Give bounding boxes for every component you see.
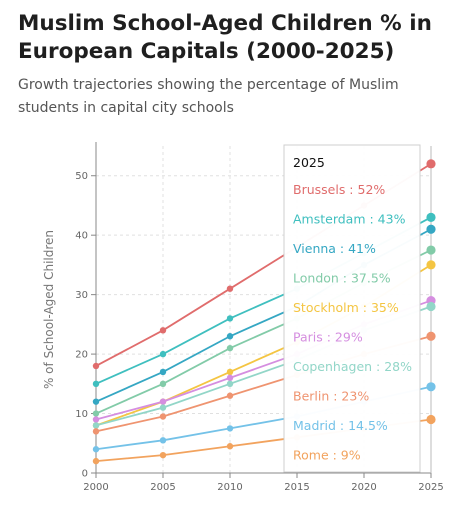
data-point — [226, 392, 234, 399]
tooltip-item: Stockholm : 35% — [293, 300, 399, 315]
data-point — [92, 422, 100, 429]
data-point — [159, 404, 167, 411]
data-point — [226, 425, 234, 432]
data-point — [159, 413, 167, 420]
active-point — [426, 159, 436, 169]
tooltip-box — [283, 144, 421, 473]
active-point — [426, 414, 436, 425]
active-point — [426, 224, 436, 234]
x-tick-label: 2000 — [83, 482, 108, 493]
y-tick-label: 30 — [75, 290, 88, 301]
data-point — [159, 350, 167, 358]
data-point — [92, 398, 100, 405]
tooltip: 2025 Brussels : 52% Amsterdam : 43% Vienna … — [283, 144, 421, 473]
data-point — [92, 380, 100, 388]
data-point — [226, 285, 234, 292]
data-point — [226, 368, 234, 376]
tooltip-item: Copenhagen : 28% — [293, 359, 412, 374]
data-point — [226, 443, 234, 450]
data-point — [92, 416, 100, 423]
y-tick-label: 50 — [75, 171, 88, 182]
data-point — [92, 428, 100, 435]
tooltip-item: Rome : 9% — [293, 448, 361, 463]
y-tick-label: 10 — [75, 409, 88, 420]
data-point — [226, 333, 234, 340]
data-point — [159, 368, 167, 376]
x-tick-label: 2025 — [418, 482, 443, 493]
data-point — [226, 344, 234, 352]
x-tick-label: 2005 — [150, 482, 175, 493]
data-point — [159, 327, 167, 334]
tooltip-item: Madrid : 14.5% — [293, 418, 388, 433]
data-point — [92, 457, 100, 465]
endpoint-markers — [426, 146, 436, 473]
data-point — [92, 446, 100, 453]
tooltip-item: Paris : 29% — [293, 330, 363, 345]
tooltip-item: Vienna : 41% — [293, 241, 376, 256]
data-point — [226, 315, 234, 322]
y-axis-label: % of School-Aged Children — [42, 230, 56, 389]
x-tick-label: 2010 — [217, 482, 242, 493]
active-point — [426, 245, 436, 255]
tooltip-item: London : 37.5% — [293, 271, 391, 286]
chart-subtitle: Growth trajectories showing the percenta… — [18, 77, 399, 116]
data-point — [159, 380, 167, 388]
y-tick-label: 40 — [75, 231, 88, 242]
y-tick-label: 0 — [82, 469, 88, 480]
x-tick-label: 2015 — [284, 482, 309, 493]
tooltip-item: Amsterdam : 43% — [293, 212, 406, 227]
active-point — [426, 301, 436, 312]
data-point — [226, 374, 234, 382]
tooltip-item: Berlin : 23% — [293, 389, 369, 404]
y-tick-label: 20 — [75, 350, 88, 361]
data-point — [226, 380, 234, 388]
active-point — [426, 331, 436, 341]
tooltip-header: 2025 — [293, 155, 325, 170]
active-point — [426, 382, 436, 392]
active-point — [426, 212, 436, 222]
tooltip-item: Brussels : 52% — [293, 182, 385, 197]
data-point — [92, 362, 100, 370]
data-point — [159, 451, 167, 459]
data-point — [92, 410, 100, 417]
data-point — [159, 437, 167, 444]
x-tick-label: 2020 — [351, 482, 376, 493]
chart-title: Muslim School-Aged Children % in Europea… — [18, 11, 432, 64]
active-point — [426, 260, 436, 270]
data-point — [159, 398, 167, 405]
